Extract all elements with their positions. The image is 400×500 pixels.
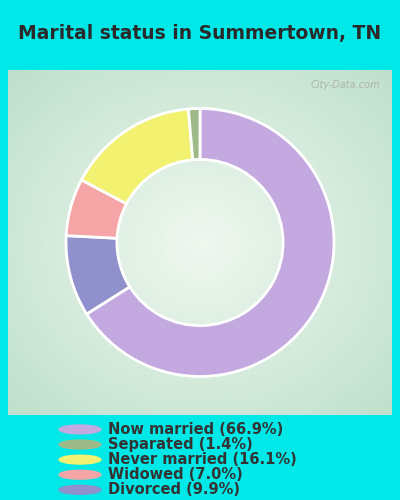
Text: Widowed (7.0%): Widowed (7.0%) bbox=[108, 467, 243, 482]
Wedge shape bbox=[66, 236, 130, 314]
Text: Divorced (9.9%): Divorced (9.9%) bbox=[108, 482, 240, 498]
Circle shape bbox=[59, 440, 101, 449]
Circle shape bbox=[59, 486, 101, 494]
Circle shape bbox=[59, 470, 101, 479]
Circle shape bbox=[59, 455, 101, 464]
Text: Never married (16.1%): Never married (16.1%) bbox=[108, 452, 297, 467]
Wedge shape bbox=[188, 108, 200, 160]
Wedge shape bbox=[87, 108, 334, 376]
Wedge shape bbox=[82, 109, 193, 204]
Text: Separated (1.4%): Separated (1.4%) bbox=[108, 437, 253, 452]
Circle shape bbox=[59, 425, 101, 434]
Wedge shape bbox=[66, 180, 126, 238]
Text: Marital status in Summertown, TN: Marital status in Summertown, TN bbox=[18, 24, 382, 43]
Text: Now married (66.9%): Now married (66.9%) bbox=[108, 422, 283, 437]
Text: City-Data.com: City-Data.com bbox=[311, 80, 380, 90]
